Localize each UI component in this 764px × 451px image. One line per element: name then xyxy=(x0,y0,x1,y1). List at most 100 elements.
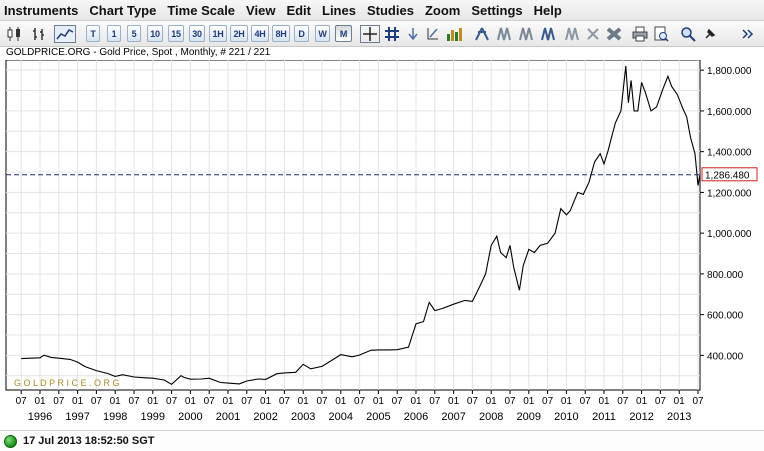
trendline-icon[interactable] xyxy=(473,25,491,43)
connection-status-icon xyxy=(4,434,17,448)
delete-icon[interactable] xyxy=(605,25,623,43)
menu-bar: Instruments Chart Type Time Scale View E… xyxy=(0,0,764,21)
interval-1m[interactable]: 1 xyxy=(107,25,121,42)
interval-1h[interactable]: 1H xyxy=(209,25,227,42)
indicator-icon[interactable] xyxy=(405,25,421,43)
interval-daily[interactable]: D xyxy=(294,25,309,42)
menu-time-scale[interactable]: Time Scale xyxy=(167,2,236,18)
interval-5m[interactable]: 5 xyxy=(127,25,141,42)
y-tick-label: 1,400.000 xyxy=(707,148,752,159)
more-icon[interactable] xyxy=(738,25,758,43)
menu-chart-type[interactable]: Chart Type xyxy=(89,2,157,18)
x-tick-year-label: 2000 xyxy=(178,411,202,423)
interval-weekly[interactable]: W xyxy=(315,25,330,42)
gold-price-chart[interactable]: 400.000 600.000 800.000 1,000.000 1,200.000 1… xyxy=(0,60,764,430)
zoom-icon[interactable] xyxy=(679,25,697,43)
interval-tick[interactable]: T xyxy=(86,25,100,42)
x-tick-year-label: 2006 xyxy=(404,411,428,423)
menu-zoom[interactable]: Zoom xyxy=(424,2,461,18)
status-timestamp: 17 Jul 2013 18:52:50 SGT xyxy=(23,435,155,447)
x-tick-month-label: 07 xyxy=(241,396,253,407)
x-tick-month-label: 07 xyxy=(16,396,28,407)
x-tick-month-label: 01 xyxy=(448,396,460,407)
x-tick-month-label: 07 xyxy=(542,396,554,407)
x-tick-year-label: 2009 xyxy=(517,411,541,423)
menu-view[interactable]: View xyxy=(246,2,276,18)
interval-2h[interactable]: 2H xyxy=(230,25,248,42)
x-tick-month-label: 07 xyxy=(580,396,592,407)
x-tick-month-label: 01 xyxy=(598,396,610,407)
x-tick-month-label: 07 xyxy=(467,396,479,407)
pin-icon[interactable] xyxy=(701,25,719,43)
plot-area xyxy=(5,60,701,391)
x-tick-month-label: 07 xyxy=(166,396,178,407)
x-tick-month-label: 07 xyxy=(354,396,366,407)
candlestick-icon[interactable] xyxy=(5,25,25,43)
print-preview-icon[interactable] xyxy=(652,25,670,43)
x-tick-month-label: 07 xyxy=(429,396,441,407)
interval-30m[interactable]: 30 xyxy=(189,25,205,42)
crosshair-icon[interactable] xyxy=(360,25,380,43)
x-tick-month-label: 07 xyxy=(392,396,404,407)
menu-lines[interactable]: Lines xyxy=(322,2,356,18)
histogram-icon[interactable] xyxy=(445,25,465,43)
interval-10m[interactable]: 10 xyxy=(147,25,163,42)
trendline-icon[interactable] xyxy=(495,25,513,43)
x-tick-month-label: 01 xyxy=(410,396,422,407)
current-price-box xyxy=(701,167,758,182)
x-tick-month-label: 01 xyxy=(373,396,385,407)
menu-instruments[interactable]: Instruments xyxy=(4,2,79,18)
x-tick-month-label: 01 xyxy=(147,396,159,407)
draw-line-icon[interactable] xyxy=(424,25,442,43)
x-tick-year-label: 1997 xyxy=(65,411,89,423)
x-tick-year-label: 2012 xyxy=(629,411,653,423)
x-tick-year-label: 2001 xyxy=(216,411,240,423)
x-tick-month-label: 01 xyxy=(185,396,197,407)
y-tick-label: 400.000 xyxy=(707,351,744,362)
y-tick-label: 800.000 xyxy=(707,270,744,281)
x-tick-month-label: 07 xyxy=(91,396,103,407)
x-tick-year-label: 2010 xyxy=(554,411,578,423)
x-tick-month-label: 07 xyxy=(504,396,516,407)
grid-icon[interactable] xyxy=(383,25,401,43)
x-tick-year-label: 2003 xyxy=(291,411,315,423)
x-tick-month-label: 07 xyxy=(128,396,140,407)
ohlc-bar-icon[interactable] xyxy=(30,25,50,43)
x-tick-year-label: 2008 xyxy=(479,411,503,423)
line-chart-icon[interactable] xyxy=(54,25,76,43)
menu-edit[interactable]: Edit xyxy=(286,2,311,18)
menu-studies[interactable]: Studies xyxy=(366,2,414,18)
x-tick-month-label: 01 xyxy=(222,396,234,407)
interval-4h[interactable]: 4H xyxy=(251,25,269,42)
x-tick-year-label: 1998 xyxy=(103,411,127,423)
x-tick-year-label: 2002 xyxy=(253,411,277,423)
x-tick-month-label: 01 xyxy=(486,396,498,407)
print-icon[interactable] xyxy=(631,25,649,43)
x-tick-month-label: 01 xyxy=(523,396,535,407)
trendline-icon[interactable] xyxy=(539,25,557,43)
x-tick-year-label: 1999 xyxy=(141,411,165,423)
grid-lines xyxy=(6,60,700,390)
price-series-line xyxy=(21,66,701,385)
x-tick-month-label: 01 xyxy=(34,396,46,407)
interval-monthly[interactable]: M xyxy=(335,25,352,42)
x-tick-month-label: 01 xyxy=(561,396,573,407)
y-tick-label: 1,000.000 xyxy=(707,229,752,240)
trendline-icon[interactable] xyxy=(517,25,535,43)
trendline-icon[interactable] xyxy=(563,25,581,43)
y-axis: 400.000 600.000 800.000 1,000.000 1,200.000 1… xyxy=(700,66,752,362)
menu-settings[interactable]: Settings xyxy=(471,2,523,18)
x-tick-month-label: 07 xyxy=(692,396,704,407)
current-price-label: 1,286.480 xyxy=(705,170,750,181)
chart-title: GOLDPRICE.ORG - Gold Price, Spot , Month… xyxy=(6,47,271,58)
delete-icon[interactable] xyxy=(585,25,601,43)
x-tick-month-label: 01 xyxy=(674,396,686,407)
x-tick-year-label: 1996 xyxy=(28,411,52,423)
x-axis: 07 01 07 01 07 01 07 01 07 01 07 01 07 01 07 01 07 01 07 01… xyxy=(16,390,704,423)
interval-8h[interactable]: 8H xyxy=(272,25,290,42)
y-tick-label: 1,800.000 xyxy=(707,66,752,77)
menu-help[interactable]: Help xyxy=(533,2,562,18)
interval-15m[interactable]: 15 xyxy=(168,25,184,42)
y-tick-label: 1,600.000 xyxy=(707,107,752,118)
x-tick-month-label: 07 xyxy=(53,396,65,407)
